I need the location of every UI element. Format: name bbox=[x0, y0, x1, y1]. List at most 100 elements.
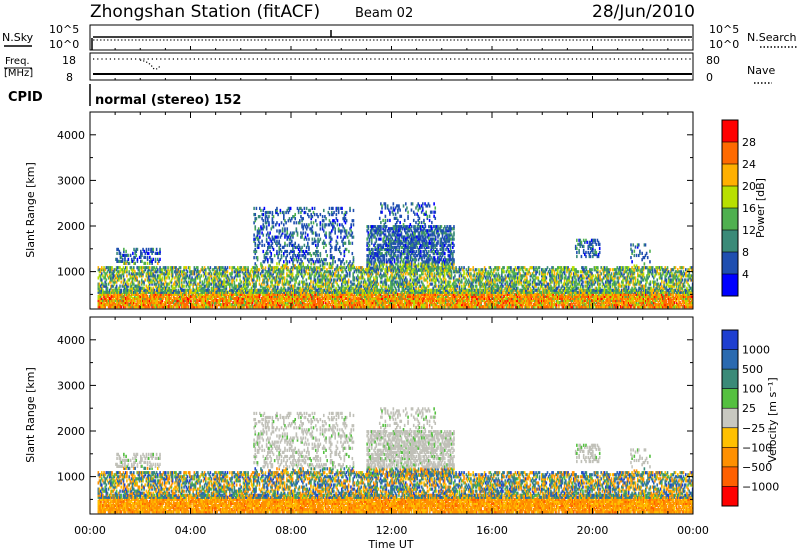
echo-cell bbox=[102, 298, 104, 303]
echo-cell bbox=[267, 305, 270, 309]
echo-cell bbox=[384, 305, 387, 309]
echo-cell bbox=[160, 292, 162, 296]
echo-cell bbox=[176, 296, 178, 301]
echo-cell bbox=[328, 278, 331, 282]
echo-cell bbox=[391, 272, 393, 276]
echo-cell bbox=[177, 280, 180, 284]
echo-cell bbox=[416, 303, 419, 307]
echo-cell bbox=[281, 305, 284, 309]
echo-cell bbox=[142, 280, 144, 284]
echo-cell bbox=[193, 278, 196, 282]
echo-cell bbox=[483, 272, 486, 276]
echo-cell bbox=[250, 305, 253, 309]
echo-cell bbox=[379, 276, 382, 280]
echo-cell bbox=[271, 292, 273, 296]
echo-cell bbox=[244, 288, 247, 292]
echo-cell bbox=[298, 292, 301, 296]
echo-cell bbox=[268, 272, 271, 276]
echo-cell bbox=[292, 284, 295, 288]
echo-cell bbox=[207, 272, 209, 276]
echo-cell bbox=[450, 266, 453, 270]
echo-cell bbox=[487, 300, 489, 305]
echo-cell bbox=[255, 298, 257, 303]
echo-cell bbox=[376, 303, 379, 307]
echo-cell bbox=[195, 303, 198, 307]
echo-cell bbox=[366, 288, 368, 292]
echo-cell bbox=[115, 268, 118, 272]
echo-cell bbox=[156, 298, 159, 303]
echo-cell bbox=[137, 268, 140, 272]
echo-cell bbox=[204, 296, 207, 301]
echo-cell bbox=[247, 290, 249, 294]
echo-cell bbox=[361, 272, 364, 276]
echo-cell bbox=[396, 303, 399, 307]
echo-cell bbox=[468, 296, 471, 301]
echo-cell bbox=[460, 292, 463, 296]
echo-cell bbox=[471, 292, 473, 296]
date-label: 28/Jun/2010 bbox=[592, 2, 695, 22]
echo-cell bbox=[478, 303, 480, 307]
echo-cell bbox=[202, 298, 205, 303]
echo-cell bbox=[400, 305, 403, 309]
echo-cell bbox=[448, 274, 451, 278]
echo-cell bbox=[457, 270, 460, 274]
echo-cell bbox=[217, 288, 220, 292]
echo-cell bbox=[307, 268, 310, 272]
echo-cell bbox=[147, 303, 150, 307]
echo-cell bbox=[370, 284, 373, 288]
echo-cell bbox=[307, 276, 310, 280]
echo-cell bbox=[98, 298, 101, 303]
echo-cell bbox=[255, 294, 257, 299]
echo-cell bbox=[450, 288, 453, 292]
echo-cell bbox=[395, 296, 398, 301]
echo-cell bbox=[97, 296, 100, 301]
echo-cell bbox=[120, 294, 122, 299]
echo-cell bbox=[184, 292, 186, 296]
echo-cell bbox=[156, 305, 159, 309]
echo-cell bbox=[393, 274, 396, 278]
echo-cell bbox=[411, 294, 414, 299]
echo-cell bbox=[150, 280, 152, 284]
echo-cell bbox=[103, 284, 105, 288]
echo-cell bbox=[456, 305, 459, 309]
echo-cell bbox=[367, 290, 369, 294]
echo-cell bbox=[384, 292, 387, 296]
echo-cell bbox=[379, 284, 382, 288]
echo-cell bbox=[126, 292, 128, 296]
echo-cell bbox=[210, 292, 213, 296]
echo-cell bbox=[348, 294, 351, 299]
echo-cell bbox=[182, 303, 184, 307]
echo-cell bbox=[98, 284, 101, 288]
echo-cell bbox=[335, 298, 337, 303]
echo-cell bbox=[425, 278, 428, 282]
echo-cell bbox=[344, 294, 347, 299]
echo-cell bbox=[304, 266, 307, 270]
echo-cell bbox=[177, 300, 180, 305]
echo-cell bbox=[248, 290, 251, 294]
echo-cell bbox=[332, 294, 335, 299]
echo-cell bbox=[148, 296, 151, 301]
echo-cell bbox=[190, 300, 192, 305]
echo-cell bbox=[392, 298, 395, 303]
echo-cell bbox=[380, 290, 383, 294]
echo-cell bbox=[208, 288, 211, 292]
echo-cell bbox=[275, 303, 278, 307]
echo-cell bbox=[375, 292, 377, 296]
echo-cell bbox=[100, 303, 103, 307]
echo-cell bbox=[195, 292, 198, 296]
echo-cell bbox=[473, 274, 476, 278]
echo-cell bbox=[246, 294, 248, 299]
echo-cell bbox=[487, 286, 489, 290]
echo-cell bbox=[314, 272, 317, 276]
echo-cell bbox=[310, 278, 312, 282]
echo-cell bbox=[340, 276, 343, 280]
echo-cell bbox=[207, 280, 209, 284]
echo-cell bbox=[478, 276, 480, 280]
echo-cell bbox=[147, 268, 150, 272]
echo-cell bbox=[494, 288, 496, 292]
echo-cell bbox=[276, 268, 279, 272]
echo-cell bbox=[391, 282, 393, 286]
echo-cell bbox=[438, 288, 440, 292]
echo-cell bbox=[467, 278, 470, 282]
echo-cell bbox=[343, 303, 345, 307]
